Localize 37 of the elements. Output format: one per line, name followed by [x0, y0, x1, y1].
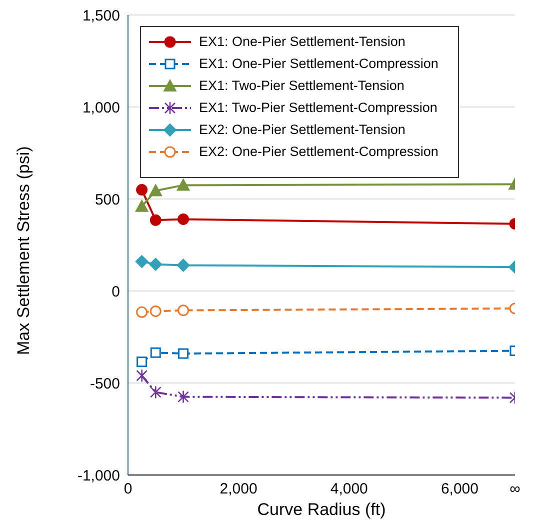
point — [178, 348, 189, 359]
y-axis-title: Max Settlement Stress (psi) — [14, 146, 34, 355]
legend-label: EX1: Two-Pier Settlement-Tension — [199, 77, 404, 95]
legend-label: EX2: One-Pier Settlement-Compression — [199, 143, 438, 161]
legend-label: EX1: One-Pier Settlement-Tension — [199, 33, 406, 51]
legend-label: EX1: Two-Pier Settlement-Compression — [199, 99, 438, 117]
point — [135, 255, 148, 268]
point — [178, 213, 190, 225]
point — [136, 306, 148, 318]
x-axis-title: Curve Radius (ft) — [257, 500, 386, 519]
y-tick-label: 500 — [94, 191, 120, 208]
point — [136, 356, 148, 368]
y-tick-label: 0 — [112, 283, 120, 300]
legend-label: EX1: One-Pier Settlement-Compression — [199, 55, 438, 73]
y-tick-label: 1,500 — [82, 7, 120, 24]
point — [135, 200, 148, 212]
y-tick-label: -500 — [90, 375, 120, 392]
x-tick-label: ∞ — [510, 480, 521, 498]
y-tick-label: -1,000 — [77, 467, 120, 484]
point — [150, 386, 162, 399]
point — [176, 258, 190, 272]
point — [178, 304, 190, 316]
point — [149, 258, 162, 271]
point — [150, 305, 162, 317]
point — [178, 390, 189, 404]
point — [136, 184, 148, 196]
x-tick-label: 6,000 — [440, 480, 478, 498]
x-tick-label: 4,000 — [330, 480, 368, 498]
x-tick-label: 0 — [124, 480, 132, 498]
point — [136, 368, 148, 382]
x-tick-label: 2,000 — [220, 480, 258, 498]
point — [150, 214, 162, 226]
point — [176, 178, 190, 191]
point — [149, 184, 162, 196]
legend-label: EX2: One-Pier Settlement-Tension — [199, 121, 406, 139]
point — [150, 347, 161, 358]
y-tick-label: 1,000 — [82, 99, 120, 116]
